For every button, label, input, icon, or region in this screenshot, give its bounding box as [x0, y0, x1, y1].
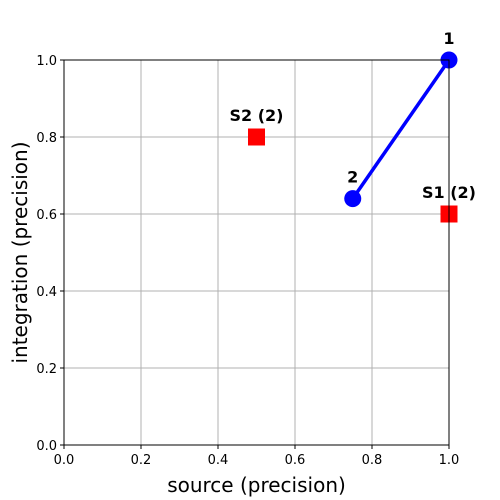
data-label: S2 (2) — [230, 106, 284, 125]
y-axis-label: integration (precision) — [8, 141, 32, 363]
x-tick-label: 0.4 — [208, 453, 229, 468]
data-point-circle — [344, 190, 362, 208]
plot-frame — [63, 59, 450, 446]
x-tick-label: 0.0 — [54, 453, 75, 468]
x-tick-label: 0.2 — [131, 453, 152, 468]
series-line — [351, 59, 451, 200]
y-tick-label: 0.6 — [36, 208, 57, 223]
x-axis-label: source (precision) — [167, 473, 346, 497]
data-point-square — [248, 128, 265, 146]
y-tick-label: 1.0 — [36, 54, 57, 69]
y-tick-label: 0.0 — [36, 439, 57, 454]
y-tick-label: 0.4 — [36, 285, 57, 300]
data-label: 2 — [347, 168, 358, 187]
ticks: 0.0 0.2 0.4 0.6 0.8 1.0 0.0 0.2 0.4 0.6 0.8 1.0 — [36, 54, 459, 468]
data-label: 1 — [443, 29, 454, 48]
y-tick-label: 0.8 — [36, 131, 57, 146]
x-tick-label: 1.0 — [439, 453, 460, 468]
x-tick-label: 0.6 — [285, 453, 306, 468]
x-tick-label: 0.8 — [362, 453, 383, 468]
y-tick-label: 0.2 — [36, 362, 57, 377]
